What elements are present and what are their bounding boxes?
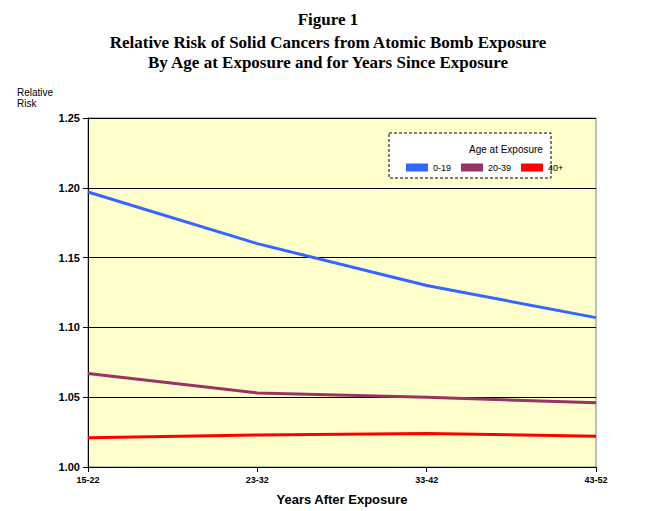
svg-text:1.25: 1.25 [59, 112, 80, 124]
svg-text:By Age at Exposure and for Yea: By Age at Exposure and for Years Since E… [148, 53, 509, 72]
svg-text:0-19: 0-19 [433, 163, 451, 173]
svg-text:1.20: 1.20 [59, 182, 80, 194]
svg-text:15-22: 15-22 [76, 475, 99, 485]
svg-text:33-42: 33-42 [415, 475, 438, 485]
svg-text:1.00: 1.00 [59, 461, 80, 473]
svg-text:1.10: 1.10 [59, 321, 80, 333]
svg-text:20-39: 20-39 [488, 163, 511, 173]
svg-text:Figure 1: Figure 1 [298, 10, 359, 29]
svg-text:Years After Exposure: Years After Exposure [276, 492, 407, 507]
svg-text:43-52: 43-52 [584, 475, 607, 485]
svg-text:Relative: Relative [17, 87, 54, 98]
svg-text:Relative Risk of Solid Cancers: Relative Risk of Solid Cancers from Atom… [110, 33, 547, 52]
svg-text:Age at Exposure: Age at Exposure [469, 144, 543, 155]
svg-text:Risk: Risk [17, 98, 37, 109]
svg-text:40+: 40+ [548, 163, 563, 173]
svg-text:1.15: 1.15 [59, 252, 80, 264]
svg-text:1.05: 1.05 [59, 391, 80, 403]
svg-text:23-32: 23-32 [246, 475, 269, 485]
